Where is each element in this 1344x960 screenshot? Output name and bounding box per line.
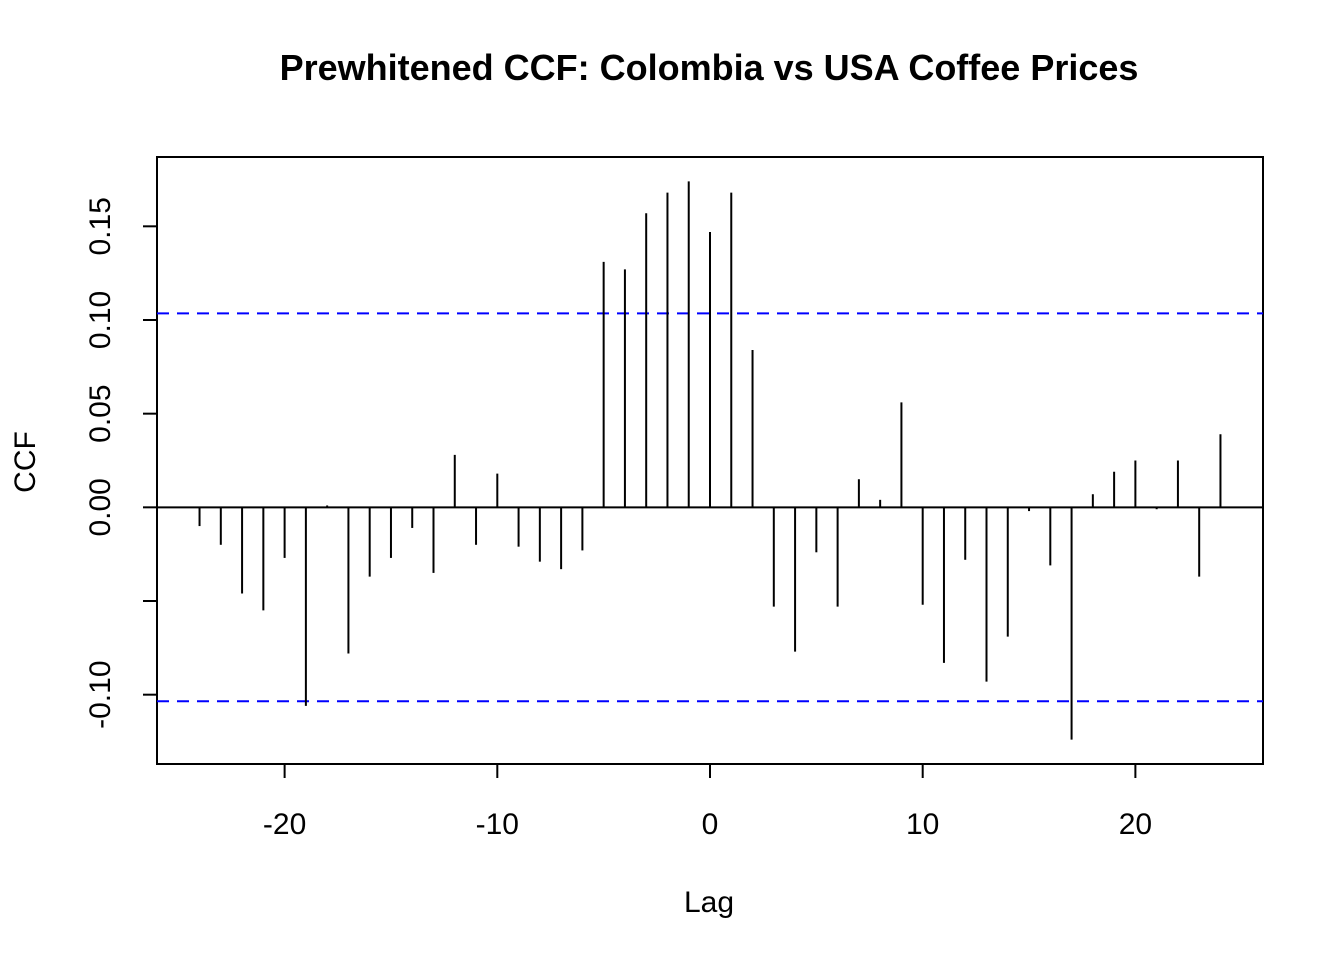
y-axis-label: CCF [9, 431, 42, 493]
y-tick-label: -0.10 [84, 660, 117, 728]
x-axis-label: Lag [684, 886, 734, 919]
x-tick-label: -20 [263, 808, 306, 841]
x-axis: -20 -10 0 10 20 [263, 764, 1152, 841]
confidence-bounds [157, 312, 1263, 703]
x-tick-label: 0 [702, 808, 719, 841]
x-tick-label: 20 [1119, 808, 1152, 841]
y-tick-label: 0.00 [84, 478, 117, 536]
y-tick-label: 0.05 [84, 384, 117, 442]
x-tick-label: 10 [906, 808, 939, 841]
ccf-bars [198, 181, 1222, 740]
x-tick-label: -10 [476, 808, 519, 841]
y-tick-label: 0.15 [84, 197, 117, 255]
chart-title: Prewhitened CCF: Colombia vs USA Coffee … [280, 47, 1139, 88]
y-tick-label: 0.10 [84, 291, 117, 349]
y-axis: -0.10 0.00 0.05 0.10 0.15 [84, 197, 157, 729]
